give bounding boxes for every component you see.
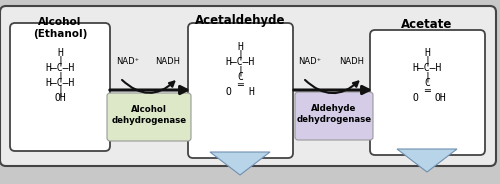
Text: Alcohol
(Ethanol): Alcohol (Ethanol) [33, 17, 87, 39]
FancyBboxPatch shape [295, 92, 373, 140]
Text: O: O [225, 87, 231, 97]
Text: |: | [424, 56, 430, 66]
FancyBboxPatch shape [0, 6, 496, 166]
Text: |: | [237, 50, 243, 61]
Text: NAD⁺: NAD⁺ [116, 57, 140, 66]
Text: H–C–H: H–C–H [46, 63, 74, 73]
Text: O: O [412, 93, 418, 103]
Text: NADH: NADH [340, 57, 364, 66]
Text: H: H [248, 87, 254, 97]
Text: Alcohol
dehydrogenase: Alcohol dehydrogenase [112, 105, 186, 125]
Text: OH: OH [434, 93, 446, 103]
Text: |: | [57, 56, 63, 66]
Text: C: C [424, 78, 430, 88]
FancyBboxPatch shape [10, 23, 110, 151]
Text: H: H [424, 48, 430, 58]
Polygon shape [210, 152, 270, 175]
Text: H–C–H: H–C–H [226, 57, 254, 67]
Text: OH: OH [54, 93, 66, 103]
Text: ═: ═ [424, 86, 430, 96]
Text: ═: ═ [237, 80, 243, 90]
FancyBboxPatch shape [188, 23, 293, 158]
Text: H–C–H: H–C–H [412, 63, 442, 73]
Text: Acetate: Acetate [402, 18, 452, 31]
FancyArrowPatch shape [122, 80, 174, 93]
Polygon shape [397, 149, 457, 172]
Text: |: | [237, 65, 243, 75]
Text: NAD⁺: NAD⁺ [298, 57, 322, 66]
FancyBboxPatch shape [107, 93, 191, 141]
Text: H: H [237, 42, 243, 52]
FancyArrowPatch shape [305, 80, 358, 93]
Text: Acetaldehyde: Acetaldehyde [195, 14, 285, 27]
Text: H–C–H: H–C–H [46, 78, 74, 88]
Text: |: | [57, 71, 63, 82]
Text: H: H [57, 48, 63, 58]
Text: C: C [237, 72, 243, 82]
Text: NADH: NADH [156, 57, 180, 66]
FancyBboxPatch shape [370, 30, 485, 155]
Text: Aldehyde
dehydrogenase: Aldehyde dehydrogenase [296, 104, 372, 124]
Text: |: | [424, 71, 430, 82]
Text: |: | [57, 86, 63, 96]
